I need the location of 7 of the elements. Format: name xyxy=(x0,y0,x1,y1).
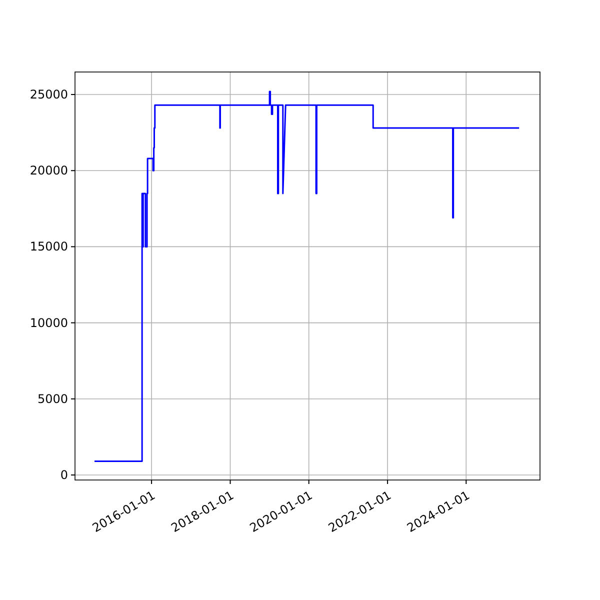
y-tick-label: 5000 xyxy=(37,392,68,406)
y-tick-label: 20000 xyxy=(30,164,68,178)
y-tick-label: 0 xyxy=(60,468,68,482)
y-tick-label: 10000 xyxy=(30,316,68,330)
y-tick-label: 25000 xyxy=(30,88,68,102)
line-series xyxy=(94,90,520,462)
y-tick-label: 15000 xyxy=(30,240,68,254)
